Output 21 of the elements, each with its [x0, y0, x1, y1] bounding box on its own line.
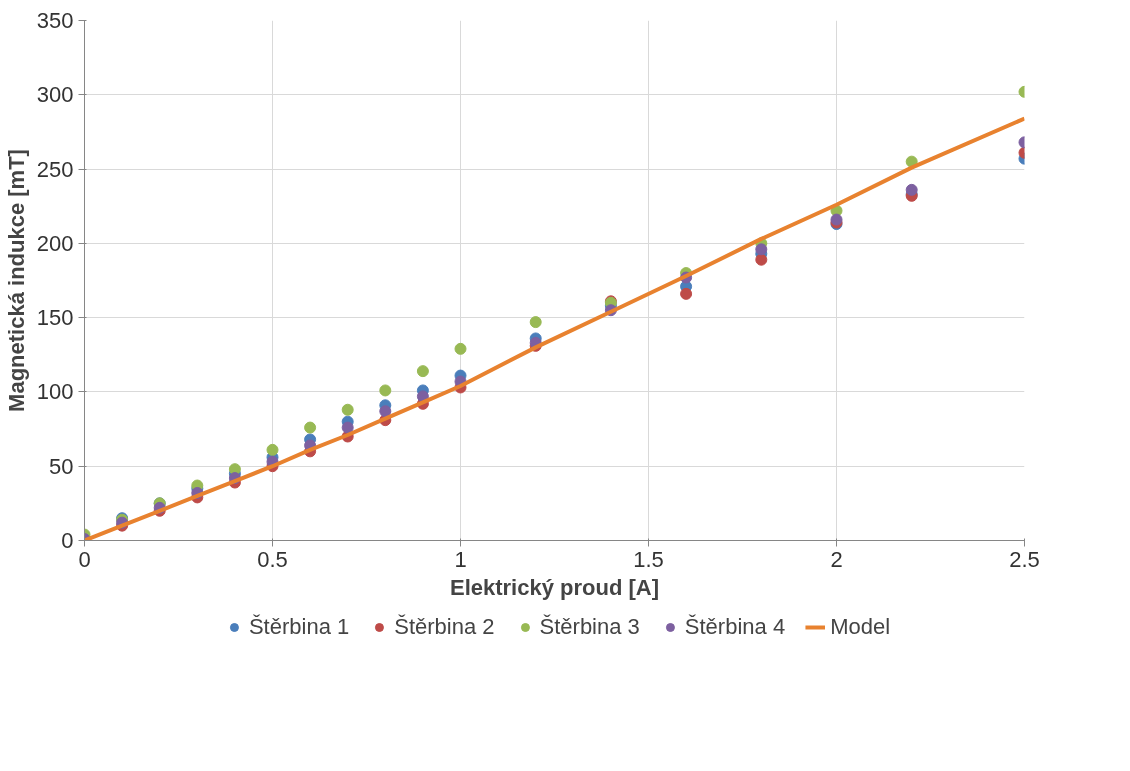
y-tick-label: 100 — [36, 379, 74, 405]
legend-label: Štěrbina 1 — [248, 614, 350, 640]
legend-label: Model — [830, 614, 891, 640]
x-tick-label: 1 — [454, 546, 467, 572]
legend-label: Štěrbina 4 — [684, 614, 786, 640]
y-tick-label: 350 — [36, 8, 74, 33]
y-axis-title: Magnetická indukce [mT] — [3, 149, 29, 412]
x-tick-label: 1.5 — [633, 546, 664, 572]
x-tick-label: 2.5 — [1009, 546, 1040, 572]
y-tick-label: 150 — [36, 305, 74, 331]
x-tick-label: 0 — [78, 546, 91, 572]
x-tick-label: 2 — [830, 546, 843, 572]
y-tick-label: 50 — [49, 453, 74, 479]
x-axis-title: Elektrický proud [A] — [449, 574, 660, 600]
y-tick-label: 250 — [36, 156, 74, 182]
y-tick-label: 0 — [61, 528, 74, 553]
x-tick-label: 0.5 — [257, 546, 288, 572]
legend-label: Štěrbina 3 — [539, 614, 640, 640]
y-tick-label: 200 — [36, 230, 74, 256]
legend-label: Štěrbina 2 — [394, 614, 495, 640]
y-tick-label: 300 — [36, 82, 74, 108]
